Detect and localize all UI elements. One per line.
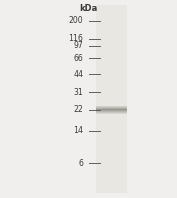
Text: kDa: kDa [79,4,98,13]
Text: 97: 97 [73,41,83,50]
Text: 6: 6 [78,159,83,168]
Text: 22: 22 [73,105,83,114]
Bar [96,111,127,112]
Bar [96,113,127,114]
Bar [96,109,127,110]
Bar [96,106,127,107]
Text: 31: 31 [73,88,83,97]
Bar [96,108,127,109]
Bar [96,5,127,193]
Bar [96,110,127,111]
Text: 14: 14 [73,126,83,135]
Text: 66: 66 [73,54,83,63]
Text: 116: 116 [68,34,83,43]
Text: 200: 200 [68,16,83,25]
Bar [96,112,127,113]
Bar [96,107,127,108]
Text: 44: 44 [73,70,83,79]
